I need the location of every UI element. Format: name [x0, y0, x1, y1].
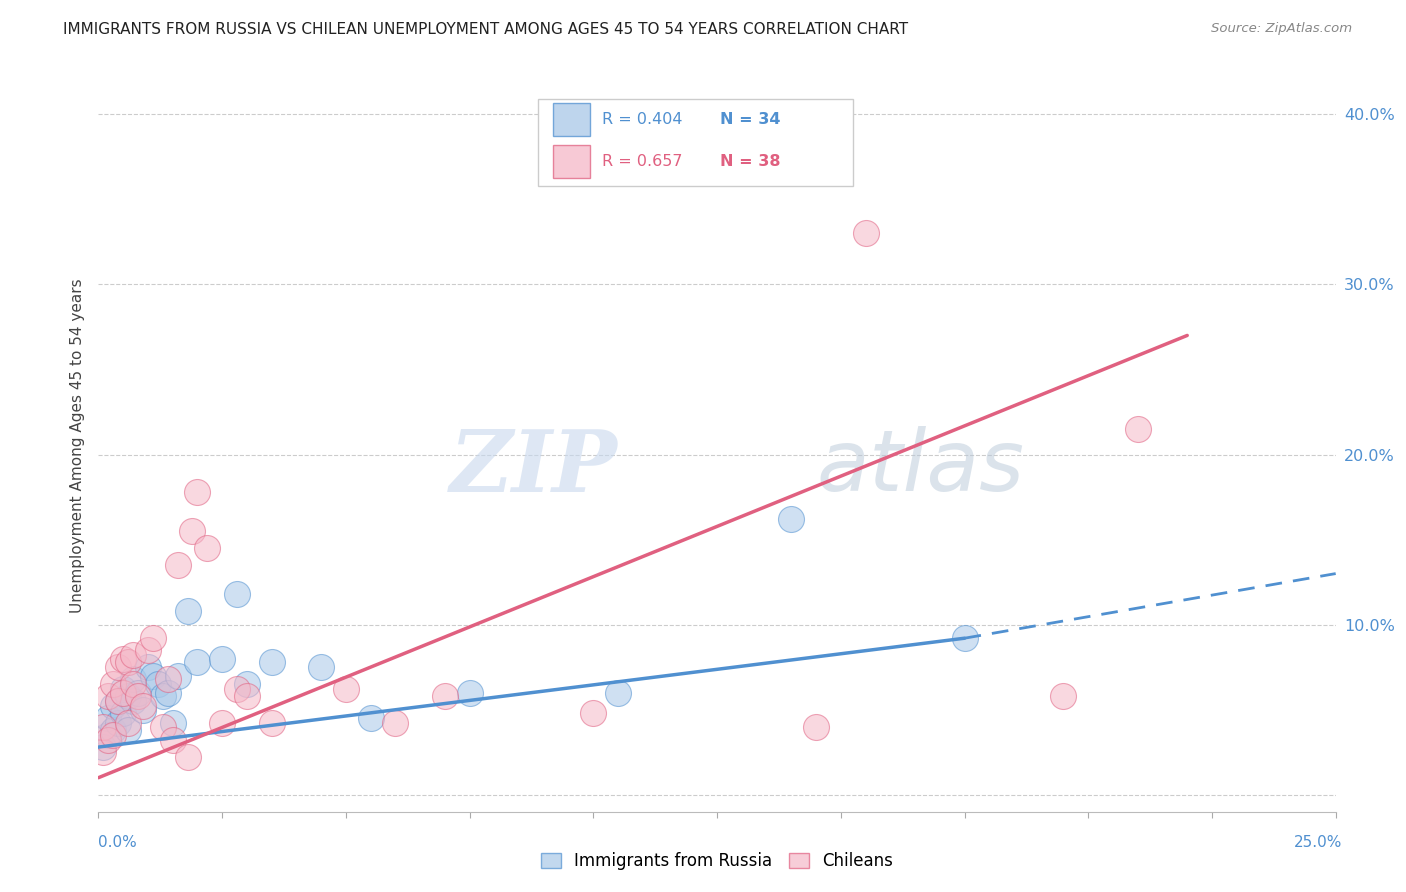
Point — [103, 728, 125, 742]
Text: R = 0.657: R = 0.657 — [602, 153, 682, 169]
Text: Source: ZipAtlas.com: Source: ZipAtlas.com — [1212, 22, 1353, 36]
Point — [127, 686, 149, 700]
Point — [136, 660, 159, 674]
Text: R = 0.404: R = 0.404 — [602, 112, 682, 128]
Point — [152, 689, 174, 703]
Point — [236, 677, 259, 691]
Point — [226, 587, 249, 601]
Point — [1126, 422, 1149, 436]
Point — [117, 689, 139, 703]
Point — [780, 512, 803, 526]
Point — [176, 750, 198, 764]
Point — [181, 524, 204, 538]
FancyBboxPatch shape — [537, 99, 853, 186]
Point — [132, 699, 155, 714]
FancyBboxPatch shape — [553, 145, 589, 178]
Point — [103, 677, 125, 691]
Point — [953, 631, 976, 645]
Point — [103, 723, 125, 737]
FancyBboxPatch shape — [553, 103, 589, 136]
Text: 25.0%: 25.0% — [1295, 836, 1343, 850]
Point — [127, 689, 149, 703]
Point — [142, 631, 165, 645]
Point — [122, 648, 145, 663]
Point — [152, 720, 174, 734]
Point — [117, 716, 139, 731]
Point — [112, 706, 135, 720]
Point — [103, 699, 125, 714]
Point — [117, 723, 139, 737]
Point — [112, 651, 135, 665]
Point — [360, 711, 382, 725]
Text: ZIP: ZIP — [450, 426, 619, 509]
Point — [146, 677, 169, 691]
Point — [97, 728, 120, 742]
Point — [122, 672, 145, 686]
Point — [176, 604, 198, 618]
Point — [260, 716, 283, 731]
Legend: Immigrants from Russia, Chileans: Immigrants from Russia, Chileans — [534, 846, 900, 877]
Point — [132, 703, 155, 717]
Text: N = 34: N = 34 — [720, 112, 780, 128]
Point — [582, 706, 605, 720]
Point — [156, 672, 179, 686]
Text: IMMIGRANTS FROM RUSSIA VS CHILEAN UNEMPLOYMENT AMONG AGES 45 TO 54 YEARS CORRELA: IMMIGRANTS FROM RUSSIA VS CHILEAN UNEMPL… — [63, 22, 908, 37]
Point — [186, 655, 208, 669]
Point — [166, 558, 188, 572]
Point — [97, 711, 120, 725]
Point — [607, 686, 630, 700]
Point — [855, 227, 877, 241]
Point — [136, 643, 159, 657]
Text: 0.0%: 0.0% — [98, 836, 138, 850]
Point — [97, 733, 120, 747]
Point — [122, 677, 145, 691]
Point — [122, 694, 145, 708]
Point — [804, 720, 827, 734]
Point — [93, 745, 115, 759]
Point — [309, 660, 332, 674]
Point — [211, 716, 233, 731]
Point — [186, 484, 208, 499]
Point — [107, 660, 129, 674]
Point — [260, 655, 283, 669]
Point — [211, 651, 233, 665]
Text: atlas: atlas — [815, 426, 1024, 509]
Point — [142, 668, 165, 682]
Point — [236, 689, 259, 703]
Point — [107, 716, 129, 731]
Text: N = 38: N = 38 — [720, 153, 780, 169]
Point — [117, 655, 139, 669]
Point — [195, 541, 218, 555]
Point — [384, 716, 406, 731]
Point — [162, 733, 184, 747]
Point — [1052, 689, 1074, 703]
Y-axis label: Unemployment Among Ages 45 to 54 years: Unemployment Among Ages 45 to 54 years — [69, 278, 84, 614]
Point — [335, 682, 357, 697]
Point — [93, 740, 115, 755]
Point — [458, 686, 481, 700]
Point — [97, 689, 120, 703]
Point — [156, 686, 179, 700]
Point — [107, 694, 129, 708]
Point — [162, 716, 184, 731]
Point — [112, 686, 135, 700]
Point — [166, 668, 188, 682]
Point — [226, 682, 249, 697]
Point — [107, 694, 129, 708]
Point — [93, 720, 115, 734]
Point — [112, 682, 135, 697]
Point — [433, 689, 456, 703]
